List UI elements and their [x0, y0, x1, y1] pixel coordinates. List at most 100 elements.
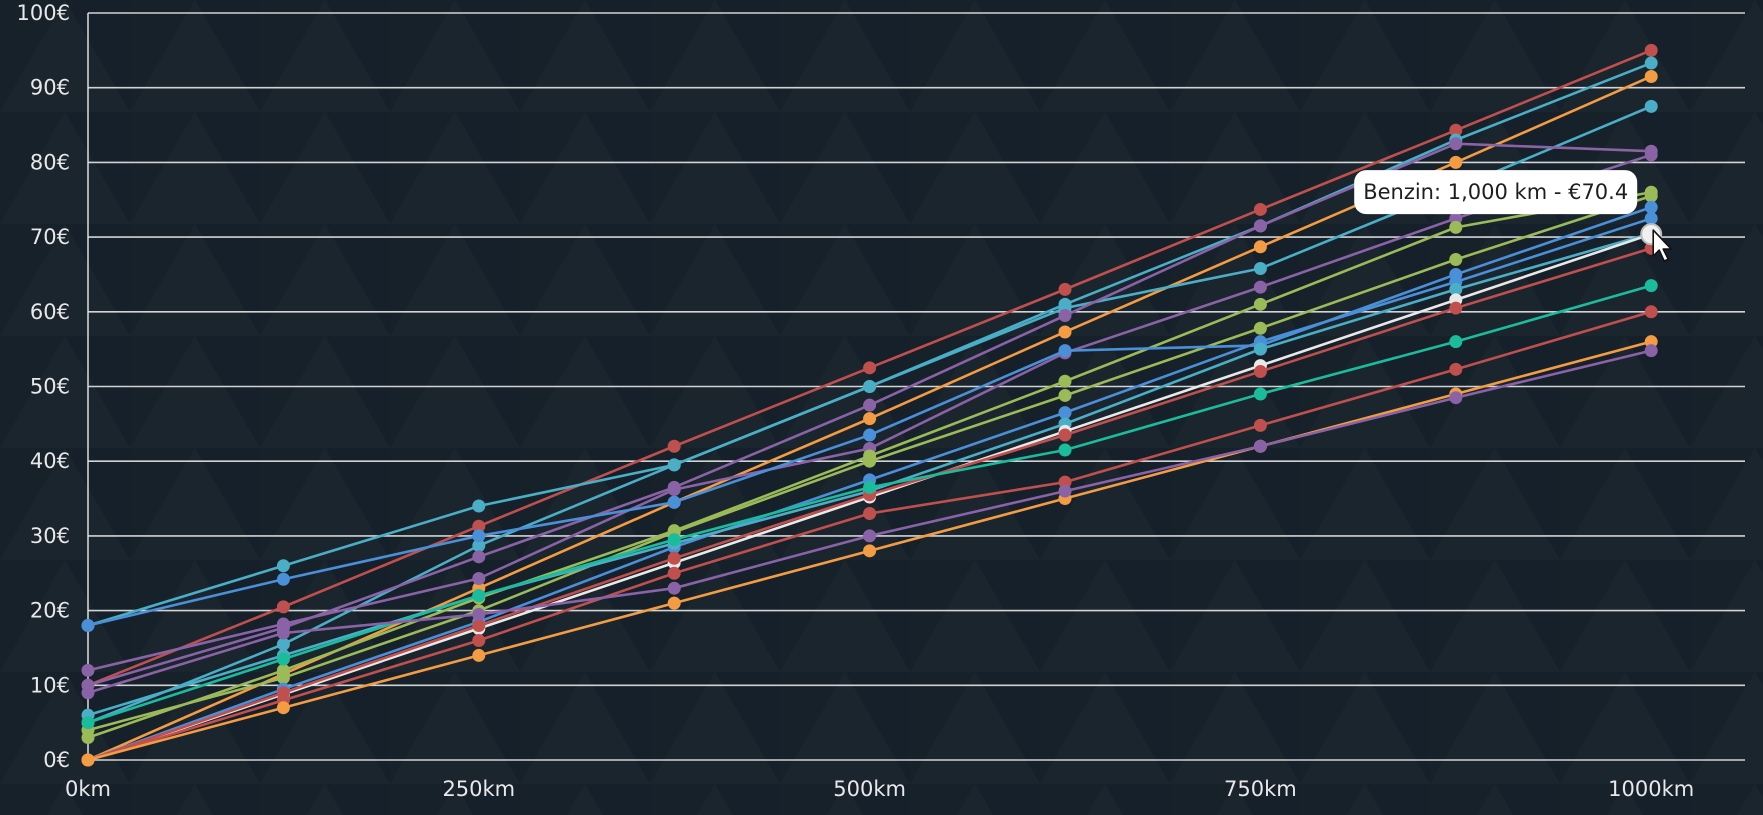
data-point[interactable] [276, 600, 290, 614]
data-point[interactable] [472, 619, 486, 633]
data-point[interactable] [1644, 211, 1658, 225]
data-point[interactable] [472, 499, 486, 513]
data-point[interactable] [472, 648, 486, 662]
x-tick-label: 0km [65, 777, 111, 801]
data-point[interactable] [276, 572, 290, 586]
data-point[interactable] [1253, 261, 1267, 275]
data-point[interactable] [1058, 475, 1072, 489]
data-point[interactable] [1644, 200, 1658, 214]
data-point[interactable] [667, 533, 681, 547]
data-point[interactable] [1253, 387, 1267, 401]
data-point[interactable] [863, 544, 877, 558]
series-group [81, 43, 1658, 767]
data-point[interactable] [472, 589, 486, 603]
data-point[interactable] [472, 539, 486, 553]
data-point[interactable] [667, 495, 681, 509]
data-point[interactable] [1058, 374, 1072, 388]
data-point[interactable] [472, 571, 486, 585]
data-point[interactable] [667, 439, 681, 453]
data-point[interactable] [1449, 391, 1463, 405]
data-point[interactable] [81, 716, 95, 730]
data-point[interactable] [1058, 428, 1072, 442]
data-point[interactable] [81, 686, 95, 700]
data-point[interactable] [1253, 365, 1267, 379]
data-point[interactable] [276, 617, 290, 631]
data-point[interactable] [667, 551, 681, 565]
data-point[interactable] [472, 519, 486, 533]
data-point[interactable] [863, 361, 877, 375]
data-point[interactable] [1644, 148, 1658, 162]
data-point[interactable] [276, 637, 290, 651]
data-point[interactable] [1449, 282, 1463, 296]
data-point[interactable] [1644, 43, 1658, 57]
y-tick-label: 0€ [43, 748, 70, 772]
data-point[interactable] [1644, 344, 1658, 358]
data-point[interactable] [1253, 280, 1267, 294]
data-point[interactable] [1253, 439, 1267, 453]
data-point[interactable] [1449, 253, 1463, 267]
y-axis: 0€ 10€ 20€ 30€ 40€ 50€ 60€ 70€ 80€ 90€ 100€ [17, 1, 70, 772]
data-point[interactable] [863, 380, 877, 393]
data-point[interactable] [1449, 220, 1463, 234]
data-point[interactable] [1058, 344, 1072, 358]
x-tick-label: 250km [442, 777, 515, 801]
data-point[interactable] [1644, 335, 1658, 349]
data-point[interactable] [1058, 325, 1072, 339]
data-point[interactable] [1449, 362, 1463, 376]
data-point[interactable] [1449, 335, 1463, 349]
data-point[interactable] [863, 529, 877, 543]
data-point[interactable] [1644, 69, 1658, 83]
data-point[interactable] [81, 619, 95, 633]
data-point[interactable] [1253, 219, 1267, 233]
data-point[interactable] [1058, 443, 1072, 457]
data-point[interactable] [863, 412, 877, 426]
data-point[interactable] [667, 596, 681, 610]
data-point[interactable] [472, 550, 486, 564]
data-point[interactable] [81, 663, 95, 677]
data-point[interactable] [1058, 484, 1072, 498]
data-point[interactable] [1449, 301, 1463, 315]
tooltip-text: Benzin: 1,000 km - €70.4 [1363, 180, 1628, 204]
data-point[interactable] [1253, 342, 1267, 356]
data-point[interactable] [863, 398, 877, 412]
y-tick-label: 100€ [17, 1, 70, 25]
series-13 [81, 279, 1658, 730]
data-point[interactable] [1449, 155, 1463, 169]
data-point[interactable] [1058, 406, 1072, 420]
data-point[interactable] [276, 626, 290, 640]
data-point[interactable] [472, 633, 486, 647]
data-point[interactable] [1253, 202, 1267, 216]
data-point[interactable] [472, 529, 486, 543]
data-point[interactable] [276, 652, 290, 666]
data-point[interactable] [1253, 418, 1267, 432]
series-3 [81, 99, 1658, 730]
data-point[interactable] [1449, 137, 1463, 151]
data-point[interactable] [276, 671, 290, 685]
data-point[interactable] [276, 559, 290, 573]
data-point[interactable] [667, 566, 681, 580]
data-point[interactable] [863, 480, 877, 494]
data-point[interactable] [863, 506, 877, 520]
data-point[interactable] [81, 753, 95, 767]
tooltip: Benzin: 1,000 km - €70.4 [1354, 170, 1663, 246]
data-point[interactable] [863, 428, 877, 442]
data-point[interactable] [863, 454, 877, 468]
data-point[interactable] [1253, 240, 1267, 254]
data-point[interactable] [1644, 56, 1658, 70]
data-point[interactable] [1058, 388, 1072, 402]
data-point[interactable] [667, 458, 681, 472]
data-point[interactable] [1058, 282, 1072, 296]
data-point[interactable] [667, 581, 681, 595]
data-point[interactable] [1644, 305, 1658, 319]
data-point[interactable] [1058, 309, 1072, 323]
data-point[interactable] [667, 483, 681, 497]
data-point[interactable] [1644, 99, 1658, 113]
data-point[interactable] [276, 701, 290, 715]
data-point[interactable] [1644, 189, 1658, 203]
data-point[interactable] [1449, 211, 1463, 225]
data-point[interactable] [1253, 321, 1267, 335]
data-point[interactable] [1253, 297, 1267, 311]
data-point[interactable] [1449, 123, 1463, 137]
data-point[interactable] [472, 607, 486, 621]
data-point[interactable] [1644, 279, 1658, 293]
